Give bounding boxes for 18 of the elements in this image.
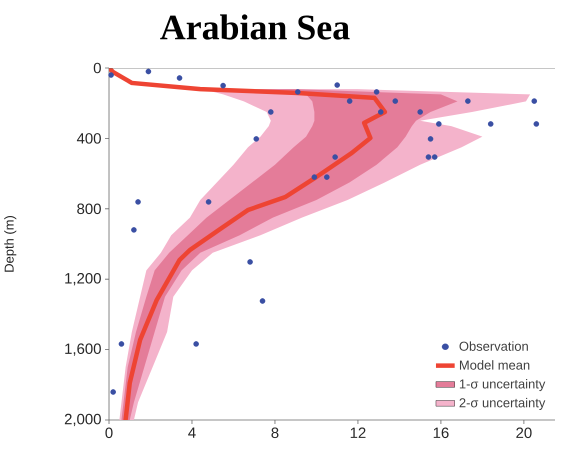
legend-label: 1-σ uncertainty	[460, 379, 546, 392]
legend-label: Model mean	[460, 360, 530, 370]
x-tick-label: 20	[516, 427, 532, 438]
y-tick-label: 400	[76, 133, 101, 144]
x-tick-label: 0	[105, 427, 113, 438]
y-tick-label: 800	[77, 203, 101, 214]
x-tick-label: 8	[271, 427, 278, 438]
legend-label: 2-σ uncertainty	[460, 398, 546, 410]
x-tick-label: 16	[434, 427, 449, 438]
y-axis-title: Depth (m)	[4, 216, 16, 272]
chart-title: Arabian Sea	[160, 14, 350, 40]
y-tick-label: 2,000	[64, 414, 101, 426]
x-tick-label: 4	[188, 427, 196, 438]
y-tick-label: 0	[94, 62, 101, 74]
y-tick-label: 1,600	[65, 343, 101, 356]
legend-label: Observation	[460, 341, 528, 351]
y-tick-label: 1,200	[65, 273, 101, 286]
x-tick-label: 12	[350, 427, 366, 438]
